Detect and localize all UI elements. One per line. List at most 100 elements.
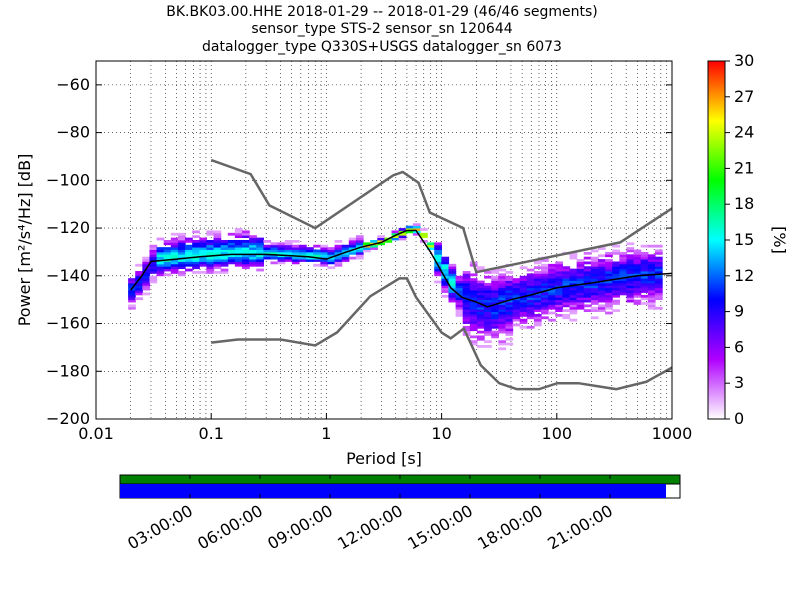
- psd-cell: [476, 306, 485, 310]
- psd-cell: [227, 254, 236, 258]
- psd-cell: [491, 282, 499, 286]
- psd-cell: [533, 290, 542, 293]
- psd-cell: [355, 254, 364, 258]
- psd-cell: [156, 256, 165, 260]
- psd-cell: [177, 237, 186, 241]
- psd-cell: [334, 261, 343, 265]
- psd-cell: [213, 247, 222, 250]
- psd-cell: [647, 282, 656, 286]
- psd-cell: [647, 290, 656, 293]
- psd-cell: [626, 273, 635, 277]
- psd-cell: [548, 275, 556, 279]
- psd-cell: [633, 285, 642, 289]
- psd-cell: [476, 304, 485, 308]
- psd-cell: [170, 249, 179, 253]
- psd-cell: [220, 261, 229, 265]
- psd-cell: [533, 299, 542, 303]
- psd-cell: [284, 251, 293, 255]
- psd-cell: [505, 323, 514, 327]
- psd-cell: [590, 290, 599, 293]
- psd-cell: [284, 244, 293, 248]
- psd-cell: [455, 287, 464, 291]
- psd-cell: [491, 271, 499, 274]
- psd-cell: [334, 244, 343, 248]
- psd-cell: [590, 297, 599, 301]
- psd-cell: [576, 304, 585, 308]
- psd-cell: [505, 304, 514, 308]
- psd-cell: [227, 240, 236, 243]
- psd-cell: [576, 268, 585, 272]
- psd-cell: [341, 244, 350, 248]
- psd-cell: [555, 287, 563, 291]
- psd-cell: [249, 259, 257, 262]
- psd-cell: [597, 304, 606, 308]
- psd-cell: [355, 247, 364, 250]
- psd-cell: [555, 266, 563, 270]
- psd-cell: [476, 292, 485, 296]
- psd-cell: [526, 297, 535, 301]
- psd-cell: [142, 273, 151, 277]
- psd-cell: [163, 268, 172, 272]
- psd-cell: [505, 342, 514, 346]
- psd-cell: [576, 292, 585, 296]
- psd-cell: [654, 287, 663, 291]
- psd-cell: [469, 342, 478, 346]
- psd-cell: [541, 316, 549, 320]
- psd-cell: [298, 249, 307, 253]
- psd-cell: [647, 292, 656, 296]
- psd-cell: [505, 321, 514, 324]
- psd-cell: [491, 292, 499, 296]
- psd-cell: [605, 299, 613, 303]
- psd-cell: [462, 325, 471, 329]
- psd-cell: [320, 261, 329, 265]
- psd-cell: [576, 302, 585, 305]
- psd-cell: [647, 271, 656, 274]
- psd-cell: [220, 259, 229, 262]
- psd-cell: [476, 290, 485, 293]
- psd-cell: [177, 249, 186, 253]
- psd-cell: [199, 244, 208, 248]
- psd-cell: [612, 261, 620, 265]
- psd-cell: [284, 259, 293, 262]
- psd-cell: [170, 254, 179, 258]
- psd-cell: [597, 263, 606, 267]
- psd-cell: [291, 247, 300, 250]
- psd-cell: [633, 282, 642, 286]
- psd-cell: [149, 249, 158, 253]
- psd-cell: [605, 282, 613, 286]
- psd-cell: [469, 280, 478, 284]
- psd-cell: [605, 273, 613, 277]
- psd-cell: [583, 268, 592, 272]
- psd-cell: [355, 256, 364, 260]
- psd-cell: [583, 285, 592, 289]
- psd-cell: [569, 294, 578, 298]
- psd-cell: [548, 278, 556, 281]
- psd-cell: [533, 278, 542, 281]
- psd-cell: [185, 240, 193, 243]
- psd-cell: [526, 294, 535, 298]
- psd-cell: [462, 328, 471, 332]
- psd-cell: [128, 297, 136, 301]
- psd-cell: [633, 259, 642, 262]
- psd-cell: [220, 271, 229, 274]
- psd-cell: [163, 254, 172, 258]
- psd-cell: [156, 261, 165, 265]
- psd-cell: [476, 323, 485, 327]
- psd-cell: [562, 268, 571, 272]
- psd-cell: [291, 259, 300, 262]
- psd-cell: [348, 240, 357, 243]
- psd-cell: [541, 271, 549, 274]
- psd-cell: [512, 313, 521, 317]
- psd-cell: [206, 230, 215, 234]
- psd-cell: [142, 287, 151, 291]
- psd-cell: [590, 263, 599, 267]
- psd-cell: [576, 266, 585, 270]
- psd-cell: [135, 297, 143, 301]
- psd-cell: [398, 235, 407, 239]
- psd-cell: [170, 271, 179, 274]
- psd-cell: [462, 309, 471, 312]
- psd-cell: [313, 254, 321, 258]
- time-tick-label: 09:00:00: [264, 501, 336, 553]
- psd-cell: [519, 290, 528, 293]
- psd-cell: [242, 256, 250, 260]
